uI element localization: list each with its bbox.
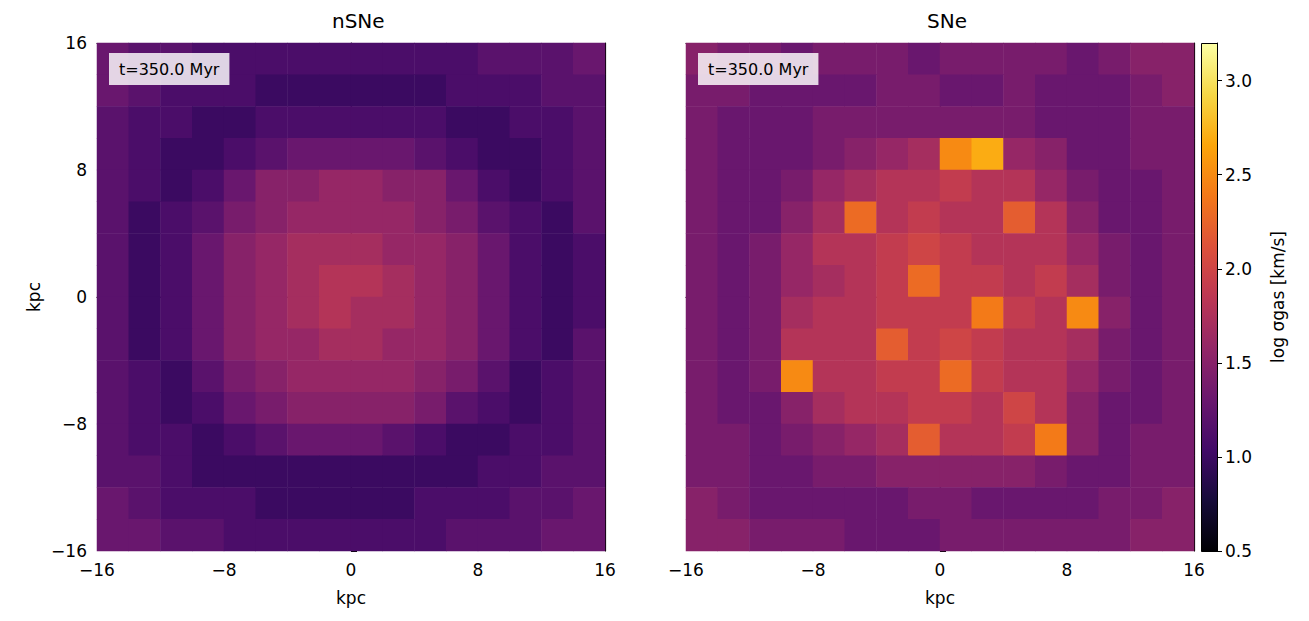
svg-text:0: 0 [346,560,357,580]
svg-text:2.5: 2.5 [1225,165,1252,185]
svg-text:log σgas [km/s]: log σgas [km/s] [1268,231,1288,363]
svg-text:8: 8 [473,560,484,580]
svg-text:3.0: 3.0 [1225,71,1252,91]
svg-text:kpc: kpc [336,588,366,608]
svg-text:0.5: 0.5 [1225,541,1252,561]
svg-text:2.0: 2.0 [1225,259,1252,279]
svg-text:−8: −8 [62,414,87,434]
svg-text:−16: −16 [51,541,87,561]
svg-text:−8: −8 [211,560,236,580]
svg-text:8: 8 [1062,560,1073,580]
svg-text:−16: −16 [668,560,704,580]
svg-text:16: 16 [1183,560,1205,580]
svg-text:t=350.0 Myr: t=350.0 Myr [708,60,809,79]
svg-text:16: 16 [594,560,616,580]
svg-text:1.0: 1.0 [1225,447,1252,467]
svg-text:16: 16 [65,33,87,53]
svg-text:1.5: 1.5 [1225,353,1252,373]
svg-text:0: 0 [76,287,87,307]
svg-text:kpc: kpc [24,282,44,312]
svg-text:8: 8 [76,160,87,180]
svg-text:−16: −16 [79,560,115,580]
svg-text:t=350.0 Myr: t=350.0 Myr [119,60,220,79]
svg-text:nSNe: nSNe [332,9,385,33]
svg-text:SNe: SNe [927,9,967,33]
svg-text:kpc: kpc [925,588,955,608]
svg-text:0: 0 [935,560,946,580]
svg-text:−8: −8 [800,560,825,580]
